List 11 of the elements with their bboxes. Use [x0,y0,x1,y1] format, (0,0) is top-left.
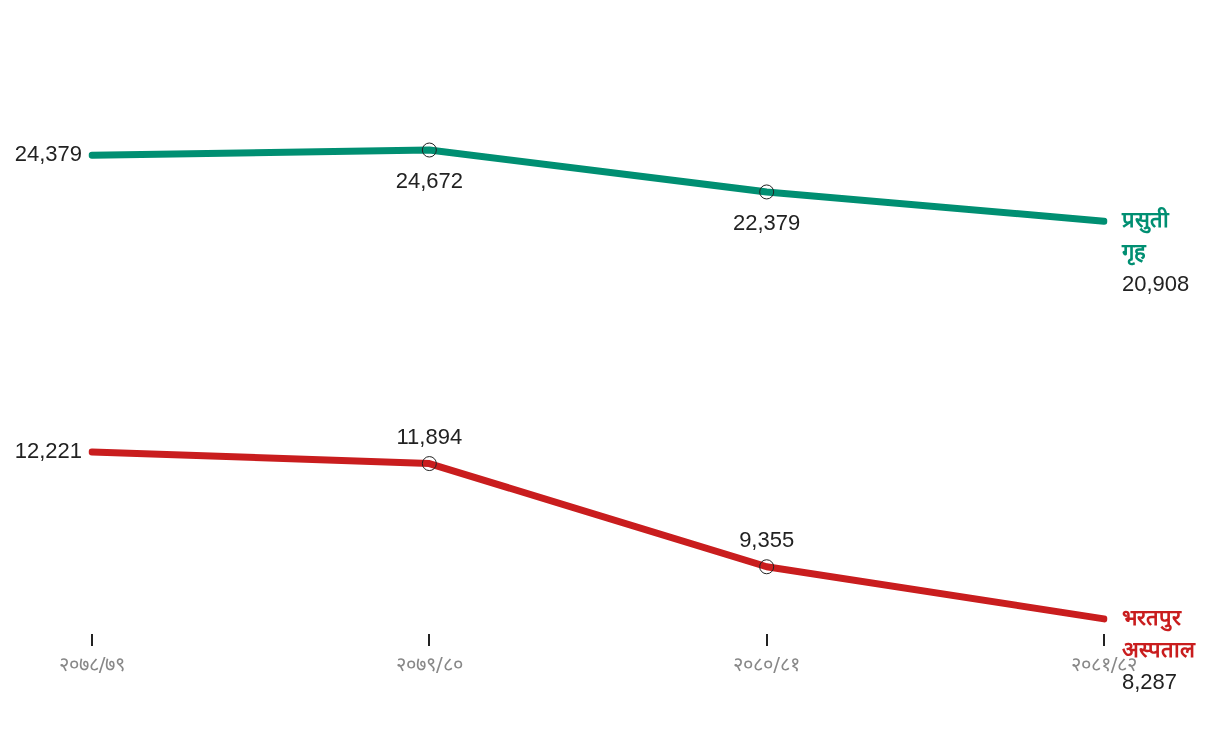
series-label: प्रसुती गृह [1121,205,1170,266]
data-label: 11,894 [396,423,463,449]
x-tick-label: २०८०/८१ [733,652,801,677]
data-label: 9,355 [739,526,795,552]
data-label: 12,221 [14,437,82,463]
x-tick-label: २०७८/७९ [58,652,126,677]
data-label: 20,908 [1122,271,1190,297]
x-tick-label: २०७९/८० [395,652,463,677]
data-label: 22,379 [733,210,801,236]
data-label: 24,379 [14,141,82,167]
data-label: 24,672 [395,168,463,194]
